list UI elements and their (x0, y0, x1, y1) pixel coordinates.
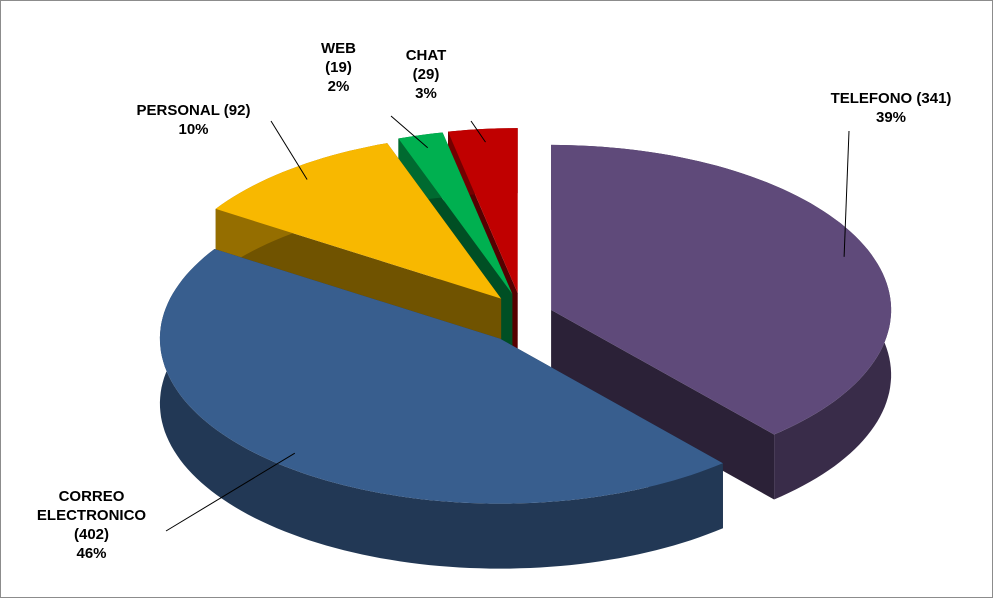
leader-line (165, 452, 296, 532)
slice (551, 144, 892, 435)
label-part: 46% (76, 545, 107, 562)
leader-line (470, 120, 486, 143)
label-part: 10% (178, 121, 209, 138)
label-part: (19) (325, 59, 352, 76)
label-part: 3% (415, 85, 437, 102)
data-label: TELEFONO (341) 39% (791, 89, 991, 127)
label-part: PERSONAL (136, 102, 220, 119)
data-label: CORREO ELECTRONICO (402) 46% (19, 487, 164, 563)
label-part: (341) (916, 90, 952, 107)
leader-line (843, 130, 850, 257)
label-part: WEB (321, 40, 356, 57)
data-label: PERSONAL (92) 10% (106, 101, 281, 139)
data-label: WEB (19) 2% (311, 39, 366, 96)
label-part: 39% (875, 109, 907, 126)
slice (159, 249, 723, 504)
slice (215, 143, 502, 299)
leader-line (270, 120, 308, 180)
label-part: CORREO ELECTRONICO (36, 488, 147, 524)
leader-line (390, 115, 429, 149)
label-part: 2% (327, 78, 350, 95)
slice-wall (551, 309, 775, 500)
label-part: (92) (223, 102, 251, 119)
data-label: CHAT (29) 3% (391, 46, 461, 103)
label-part: (402) (73, 526, 110, 543)
label-part: (29) (412, 66, 440, 83)
slice (398, 132, 513, 294)
label-part: TELEFONO (830, 90, 913, 107)
slice (448, 128, 518, 294)
slice-side (159, 249, 723, 569)
label-part: CHAT (405, 47, 447, 64)
